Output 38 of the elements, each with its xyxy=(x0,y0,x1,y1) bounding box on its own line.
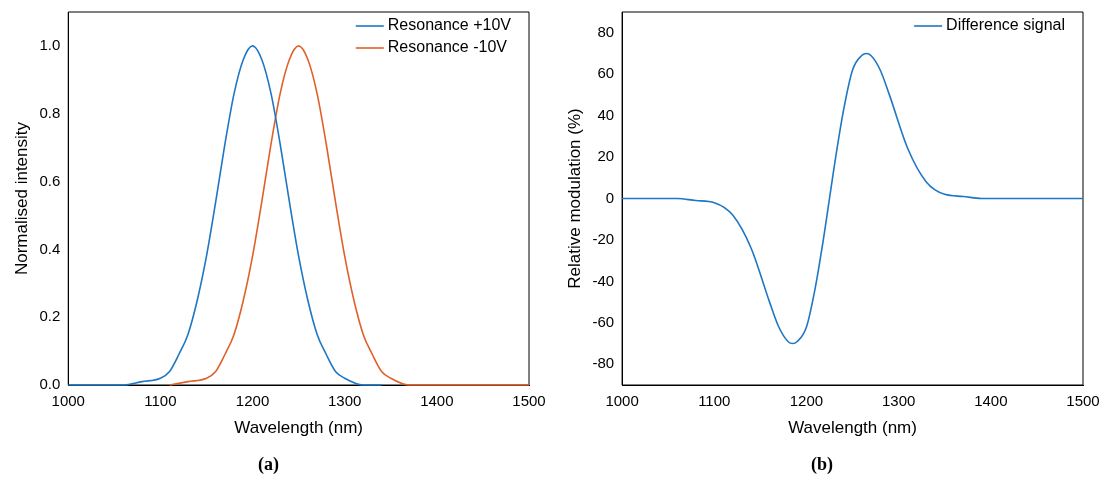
x-tick-label: 1400 xyxy=(974,392,1008,410)
y-tick-label: -80 xyxy=(592,354,615,372)
x-tick-label: 1100 xyxy=(144,392,177,410)
y-tick-label: 0.0 xyxy=(39,375,61,393)
y-tick-label: 0.2 xyxy=(39,307,61,325)
legend-label: Resonance +10V xyxy=(387,16,512,34)
x-tick-label: 1000 xyxy=(605,392,639,410)
x-tick-label: 1200 xyxy=(789,392,824,410)
y-tick-label: 20 xyxy=(597,147,615,165)
x-tick-label: 1000 xyxy=(51,392,85,410)
y-tick-label: 0.4 xyxy=(39,239,61,257)
y-tick-label: 0 xyxy=(605,188,615,206)
y-tick-label: -60 xyxy=(592,312,615,330)
y-tick-label: 60 xyxy=(597,64,615,82)
y-tick-label: 1.0 xyxy=(39,36,61,54)
x-tick-label: 1500 xyxy=(1066,392,1100,410)
y-tick-label: 0.6 xyxy=(39,171,61,189)
y-tick-label: 80 xyxy=(597,22,615,40)
y-axis-title: Normalised intensity xyxy=(11,121,31,276)
x-tick-label: 1200 xyxy=(235,392,270,410)
y-tick-label: -40 xyxy=(592,271,615,289)
y-tick-label: -20 xyxy=(592,230,615,248)
line-series xyxy=(621,52,1084,345)
y-axis-title: Relative modulation (%) xyxy=(564,108,584,289)
text: (b) xyxy=(811,453,833,475)
y-tick-label: 40 xyxy=(597,105,615,123)
x-tick-label: 1500 xyxy=(512,392,546,410)
text: (a) xyxy=(258,453,279,475)
legend-label: Difference signal xyxy=(946,16,1066,34)
x-axis-title: Wavelength (nm) xyxy=(788,417,917,437)
x-tick-label: 1400 xyxy=(420,392,454,410)
x-axis-title: Wavelength (nm) xyxy=(234,417,364,437)
y-tick-label: 0.8 xyxy=(39,103,61,121)
line-series xyxy=(67,45,383,386)
x-tick-label: 1300 xyxy=(328,392,362,410)
legend-label: Resonance -10V xyxy=(387,38,508,56)
x-tick-label: 1300 xyxy=(881,392,916,410)
x-tick-label: 1100 xyxy=(698,392,731,410)
